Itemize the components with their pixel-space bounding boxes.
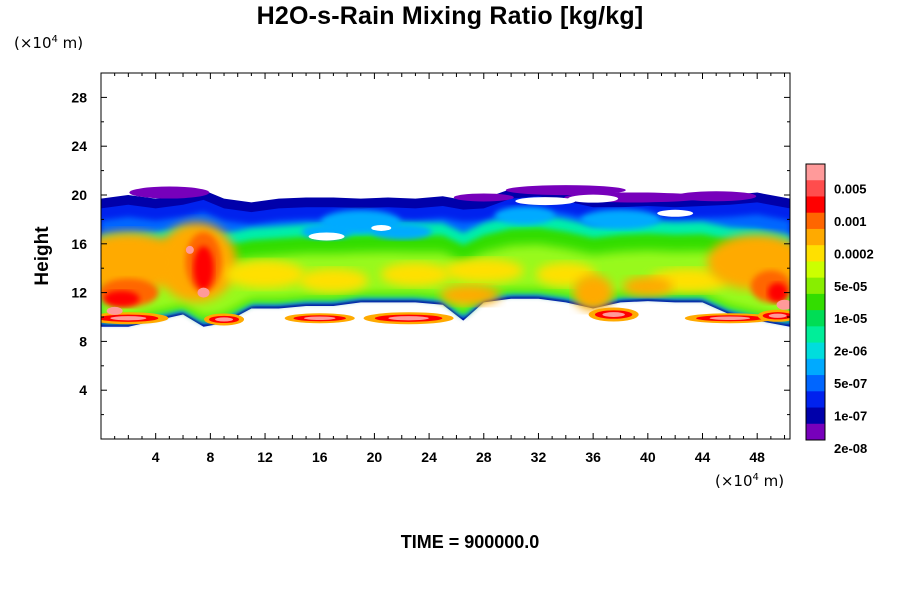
field-patch-purple bbox=[129, 186, 210, 199]
colorbar-label: 2e-06 bbox=[834, 344, 867, 359]
mixing-ratio-field bbox=[101, 185, 790, 327]
field-patch-peak bbox=[106, 306, 123, 315]
field-patch-warm bbox=[440, 285, 501, 306]
colorbar-label: 5e-07 bbox=[834, 376, 867, 391]
field-lens-peak bbox=[768, 313, 787, 318]
y-tick-label: 12 bbox=[71, 285, 87, 301]
colorbar-swatch bbox=[806, 245, 825, 262]
colorbar-swatch bbox=[806, 310, 825, 327]
x-tick-label: 44 bbox=[695, 449, 711, 465]
colorbar-label: 0.005 bbox=[834, 181, 867, 196]
x-tick-label: 28 bbox=[476, 449, 492, 465]
x-tick-label: 36 bbox=[585, 449, 601, 465]
colorbar-legend: 0.005 0.001 0.0002 5e-05 1e-05 2e-06 5e-07 1e-0… bbox=[805, 163, 874, 456]
field-patch-warm bbox=[225, 260, 306, 289]
y-unit-label: (×104 m) bbox=[14, 34, 84, 52]
y-tick-label: 8 bbox=[79, 333, 87, 349]
x-unit-label: (×104 m) bbox=[715, 472, 785, 490]
x-axis: 4 8 12 16 20 24 28 32 36 40 44 48 bbox=[114, 73, 786, 465]
y-tick-label: 4 bbox=[79, 382, 87, 398]
y-tick-label: 28 bbox=[71, 89, 87, 105]
y-tick-label: 24 bbox=[71, 138, 87, 154]
field-patch-warm bbox=[380, 262, 451, 287]
field-lens-peak bbox=[388, 316, 429, 321]
colorbar-label: 5e-05 bbox=[834, 279, 867, 294]
colorbar-swatch bbox=[806, 164, 825, 181]
colorbar-frame bbox=[805, 163, 826, 441]
x-tick-label: 12 bbox=[257, 449, 273, 465]
field-patch-purple bbox=[676, 191, 757, 202]
field-patch-warm bbox=[298, 268, 369, 293]
field-patch-hot bbox=[767, 282, 788, 303]
field-gap bbox=[515, 197, 576, 206]
field-patch-peak bbox=[197, 287, 210, 298]
field-lens-peak bbox=[602, 312, 625, 318]
field-patch-hot bbox=[193, 246, 214, 291]
field-patch-warm bbox=[622, 276, 673, 297]
colorbar-swatch bbox=[806, 261, 825, 279]
field-patch-peak bbox=[185, 245, 194, 254]
colorbar-swatch bbox=[806, 277, 825, 295]
field-patch-hot bbox=[103, 290, 140, 307]
colorbar-swatch bbox=[806, 375, 825, 392]
colorbar-swatch bbox=[806, 342, 825, 360]
colorbar-label: 0.001 bbox=[834, 214, 867, 229]
field-gap bbox=[657, 209, 694, 217]
x-tick-label: 16 bbox=[312, 449, 328, 465]
x-tick-label: 4 bbox=[152, 449, 160, 465]
y-tick-label: 16 bbox=[71, 236, 87, 252]
colorbar-label: 1e-07 bbox=[834, 409, 867, 424]
colorbar-swatch bbox=[806, 391, 825, 409]
field-lens-peak bbox=[709, 316, 751, 320]
colorbar-swatch bbox=[806, 196, 825, 214]
y-axis: 4 8 12 16 20 24 28 bbox=[71, 89, 790, 416]
field-patch-warm bbox=[573, 274, 614, 311]
colorbar-swatch bbox=[806, 228, 825, 246]
field-patch-purple bbox=[505, 185, 626, 196]
x-tick-label: 24 bbox=[421, 449, 437, 465]
x-tick-label: 32 bbox=[531, 449, 547, 465]
field-patch-peak bbox=[776, 299, 790, 310]
colorbar-swatch bbox=[806, 212, 825, 230]
time-label: TIME = 900000.0 bbox=[400, 532, 540, 552]
colorbar-swatch bbox=[806, 423, 825, 441]
colorbar-swatch bbox=[806, 358, 825, 376]
y-tick-label: 20 bbox=[71, 187, 87, 203]
y-axis-label: Height bbox=[32, 226, 53, 286]
x-tick-label: 8 bbox=[206, 449, 214, 465]
colorbar-swatch bbox=[806, 407, 825, 425]
field-patch-warm bbox=[443, 258, 524, 283]
field-gap bbox=[568, 194, 619, 203]
field-lens-peak bbox=[215, 317, 234, 322]
x-tick-label: 40 bbox=[640, 449, 656, 465]
field-gap bbox=[308, 232, 345, 241]
colorbar-swatch bbox=[806, 293, 825, 311]
field-lens-peak bbox=[303, 316, 336, 320]
field-patch-skyblue bbox=[580, 209, 661, 230]
field-gap bbox=[371, 224, 392, 231]
colorbar-swatch bbox=[806, 180, 825, 197]
colorbar-label: 2e-08 bbox=[834, 441, 867, 456]
field-patch-skyblue bbox=[494, 206, 555, 225]
colorbar-label: 0.0002 bbox=[834, 246, 874, 261]
x-tick-label: 20 bbox=[367, 449, 383, 465]
field-lens-peak bbox=[110, 316, 147, 321]
plot-frame bbox=[100, 72, 791, 440]
chart-title: H2O-s-Rain Mixing Ratio [kg/kg] bbox=[256, 2, 644, 30]
field-patch-purple bbox=[453, 193, 514, 202]
colorbar-label: 1e-05 bbox=[834, 311, 867, 326]
colorbar-swatch bbox=[806, 326, 825, 344]
x-tick-label: 48 bbox=[749, 449, 765, 465]
